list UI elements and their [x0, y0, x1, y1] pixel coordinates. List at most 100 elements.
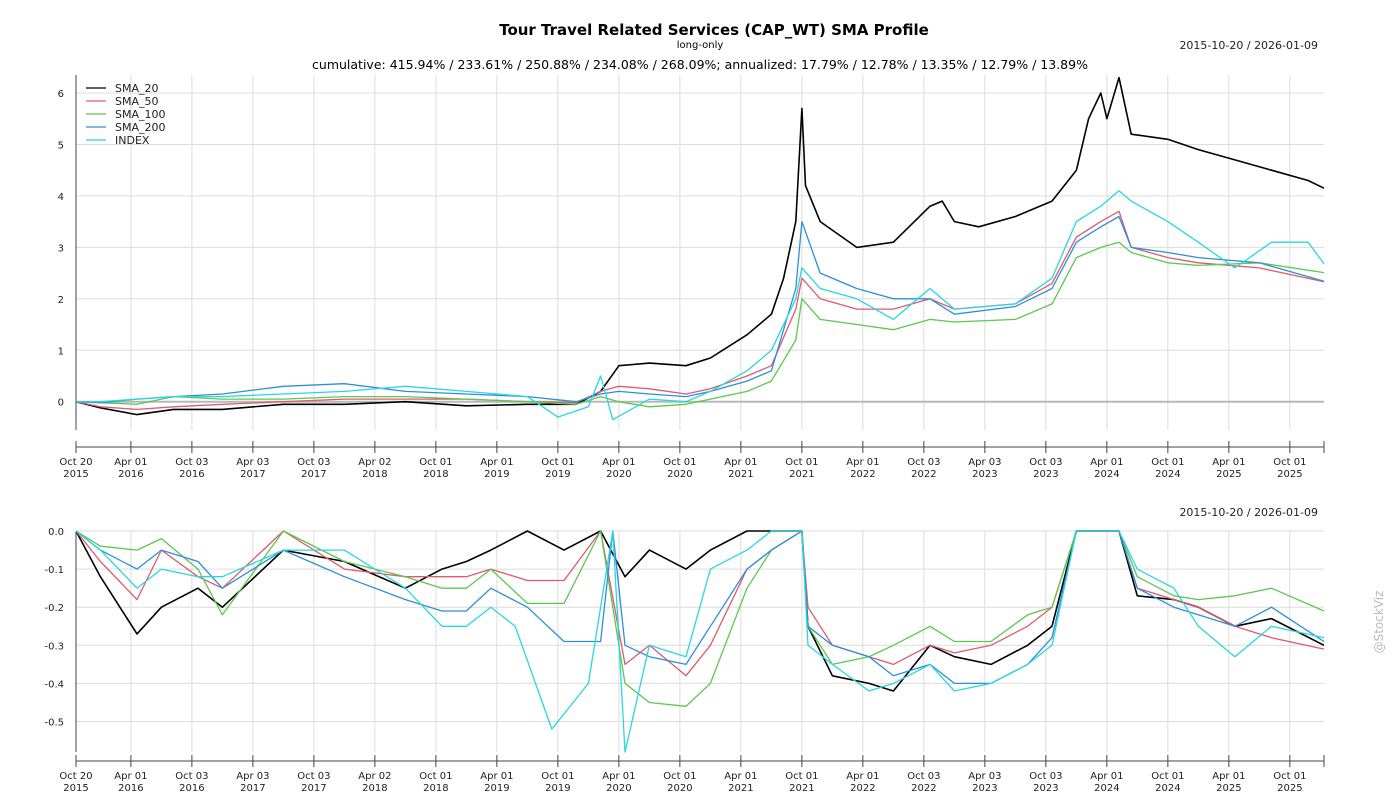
series-line-sma-50 [75, 210, 1325, 411]
x-tick-year: 2016 [179, 783, 204, 794]
x-tick-label: Apr 01 [602, 771, 635, 782]
legend-label: SMA_200 [115, 121, 166, 134]
legend-label: SMA_20 [115, 82, 159, 95]
y-tick-label: -0.1 [44, 565, 64, 576]
x-tick-label: Oct 01 [541, 457, 574, 468]
x-tick-year: 2015 [63, 469, 88, 480]
x-tick-label: Oct 01 [419, 457, 452, 468]
x-tick-label: Oct 01 [663, 457, 696, 468]
y-tick-label: 5 [58, 140, 64, 151]
y-tick-label: 3 [58, 243, 64, 254]
y-tick-label: 4 [58, 192, 64, 203]
x-tick-year: 2018 [423, 783, 448, 794]
x-tick-year: 2019 [484, 469, 509, 480]
x-tick-year: 2024 [1155, 469, 1180, 480]
watermark: @StockViz [1372, 591, 1386, 654]
x-tick-year: 2017 [301, 783, 326, 794]
y-tick-label: 0.0 [48, 527, 64, 538]
series-line-sma-20 [75, 76, 1325, 416]
x-tick-year: 2022 [911, 783, 936, 794]
x-tick-label: Oct 20 [59, 457, 92, 468]
x-tick-label: Apr 03 [236, 457, 269, 468]
x-tick-year: 2023 [972, 469, 997, 480]
cumulative-summary: cumulative: 415.94% / 233.61% / 250.88% … [312, 57, 1088, 72]
x-tick-label: Apr 01 [724, 771, 757, 782]
y-tick-label: 2 [58, 295, 64, 306]
x-tick-label: Apr 01 [480, 457, 513, 468]
series-line-sma-20 [75, 530, 1325, 692]
x-tick-year: 2021 [728, 783, 753, 794]
x-tick-label: Oct 03 [907, 457, 940, 468]
x-tick-year: 2020 [606, 469, 631, 480]
series-line-sma-50 [75, 530, 1325, 677]
x-tick-label: Apr 01 [846, 457, 879, 468]
x-tick-year: 2019 [545, 783, 570, 794]
x-tick-label: Apr 01 [724, 457, 757, 468]
x-tick-label: Oct 01 [785, 771, 818, 782]
x-tick-year: 2025 [1277, 469, 1302, 480]
x-tick-year: 2023 [1033, 469, 1058, 480]
x-tick-label: Apr 01 [846, 771, 879, 782]
x-tick-year: 2021 [789, 783, 814, 794]
y-tick-label: -0.3 [44, 641, 64, 652]
y-tick-label: -0.2 [44, 603, 64, 614]
legend-label: SMA_50 [115, 95, 159, 108]
date-range-bottom: 2015-10-20 / 2026-01-09 [1179, 506, 1318, 519]
x-tick-year: 2020 [606, 783, 631, 794]
x-tick-label: Oct 01 [419, 771, 452, 782]
x-tick-year: 2020 [667, 469, 692, 480]
y-tick-label: 6 [58, 89, 64, 100]
x-tick-label: Oct 01 [1151, 457, 1184, 468]
y-tick-label: -0.5 [44, 718, 64, 729]
x-tick-year: 2018 [362, 783, 387, 794]
x-tick-year: 2017 [240, 783, 265, 794]
x-tick-year: 2017 [240, 469, 265, 480]
x-tick-year: 2019 [484, 783, 509, 794]
x-tick-year: 2025 [1216, 783, 1241, 794]
x-tick-year: 2015 [63, 783, 88, 794]
x-tick-year: 2024 [1094, 469, 1119, 480]
x-tick-label: Oct 03 [175, 457, 208, 468]
x-tick-year: 2023 [1033, 783, 1058, 794]
x-tick-label: Apr 03 [968, 457, 1001, 468]
x-tick-label: Oct 01 [1151, 771, 1184, 782]
x-tick-label: Oct 01 [785, 457, 818, 468]
x-tick-label: Apr 01 [1212, 771, 1245, 782]
x-tick-label: Apr 01 [602, 457, 635, 468]
x-tick-year: 2025 [1277, 783, 1302, 794]
x-tick-year: 2018 [423, 469, 448, 480]
x-tick-label: Oct 20 [59, 771, 92, 782]
x-tick-label: Oct 03 [1029, 771, 1062, 782]
x-tick-year: 2022 [850, 783, 875, 794]
x-tick-year: 2019 [545, 469, 570, 480]
x-tick-year: 2024 [1094, 783, 1119, 794]
x-tick-year: 2022 [850, 469, 875, 480]
x-tick-label: Oct 01 [1273, 457, 1306, 468]
date-range-top: 2015-10-20 / 2026-01-09 [1179, 39, 1318, 52]
y-tick-label: -0.4 [44, 679, 64, 690]
x-tick-year: 2023 [972, 783, 997, 794]
x-tick-year: 2016 [118, 469, 143, 480]
x-tick-label: Apr 01 [114, 771, 147, 782]
x-tick-year: 2016 [118, 783, 143, 794]
x-tick-label: Oct 03 [1029, 457, 1062, 468]
x-tick-label: Oct 03 [297, 457, 330, 468]
x-tick-label: Apr 01 [1090, 771, 1123, 782]
x-tick-label: Apr 01 [1090, 457, 1123, 468]
x-tick-label: Oct 03 [175, 771, 208, 782]
x-tick-label: Apr 02 [358, 457, 391, 468]
chart-subtitle: long-only [677, 40, 724, 51]
x-tick-label: Apr 02 [358, 771, 391, 782]
legend-label: SMA_100 [115, 108, 166, 121]
series-line-index [75, 530, 1325, 753]
x-tick-year: 2016 [179, 469, 204, 480]
y-tick-label: 0 [58, 398, 64, 409]
x-tick-year: 2024 [1155, 783, 1180, 794]
series-line-sma-200 [75, 215, 1325, 404]
series-line-sma-100 [75, 241, 1325, 408]
x-tick-year: 2022 [911, 469, 936, 480]
x-tick-label: Oct 01 [541, 771, 574, 782]
